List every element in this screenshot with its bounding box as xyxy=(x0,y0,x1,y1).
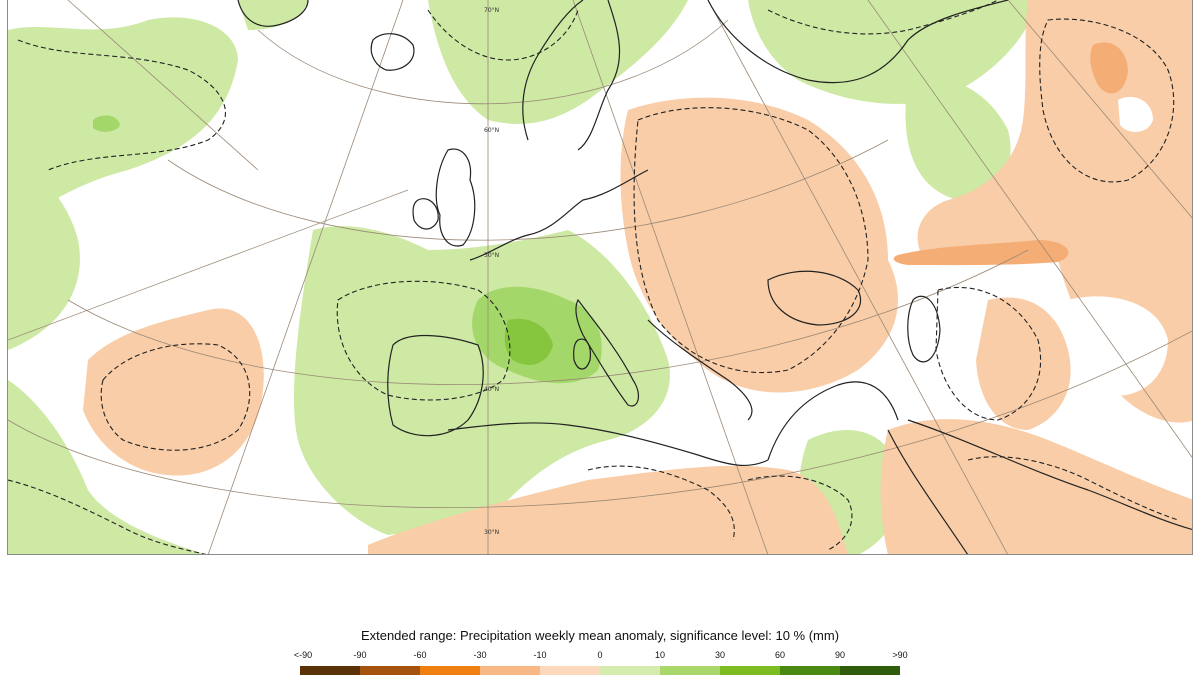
legend-tick: -60 xyxy=(413,650,427,660)
wet-region-greenland xyxy=(238,0,308,30)
dry-region-central-asia xyxy=(976,297,1071,430)
legend-tick: -10 xyxy=(533,650,547,660)
lat-label-50: 50°N xyxy=(484,252,499,259)
meridian xyxy=(867,0,1192,458)
anomaly-map: 70°N 60°N 50°N 40°N 30°N xyxy=(8,0,1192,554)
legend-tick: -30 xyxy=(473,650,487,660)
legend-tick: 60 xyxy=(774,650,786,660)
wet-region-italy-core xyxy=(504,318,553,365)
coastlines xyxy=(237,0,1192,554)
meridian xyxy=(707,0,1008,554)
coast-iceland xyxy=(370,33,415,71)
coast-europe-north xyxy=(469,169,649,261)
coast-iberia xyxy=(387,335,484,437)
legend-ticks: <-90 -90 -60 -30 -10 0 10 30 60 90 >90 xyxy=(0,650,1200,662)
coast-black-sea xyxy=(767,270,862,326)
legend-tick: >90 xyxy=(892,650,908,660)
lat-label-30: 30°N xyxy=(484,529,499,536)
coast-italy xyxy=(575,298,640,407)
wet-region-southwest xyxy=(8,380,205,554)
legend-title: Extended range: Precipitation weekly mea… xyxy=(360,628,840,643)
wet-strong-regions xyxy=(93,115,602,384)
legend-tick: 0 xyxy=(597,650,603,660)
legend-swatch xyxy=(720,666,780,675)
legend-color-bar xyxy=(300,666,900,675)
legend-swatch xyxy=(480,666,540,675)
legend: Extended range: Precipitation weekly mea… xyxy=(0,628,1200,675)
legend-swatch xyxy=(540,666,600,675)
coast-scandinavia xyxy=(522,0,621,151)
parallel xyxy=(167,139,889,241)
coast-caspian xyxy=(907,295,941,363)
coast-russia-north xyxy=(707,0,1009,84)
legend-tick: 30 xyxy=(714,650,726,660)
dry-region-middle-east xyxy=(880,419,1192,554)
dry-spot-siberia xyxy=(1090,42,1128,94)
coast-sardinia xyxy=(573,338,591,370)
wet-region-iberia-france xyxy=(293,226,670,535)
latitude-labels: 70°N 60°N 50°N 40°N 30°N xyxy=(484,7,499,536)
wet-region-labrador xyxy=(8,150,80,350)
meridian xyxy=(1007,0,1192,219)
wet-region-scandinavia xyxy=(428,0,688,124)
legend-swatch xyxy=(300,666,360,675)
wet-region-ural xyxy=(905,77,1011,200)
legend-tick: 10 xyxy=(654,650,666,660)
lat-label-60: 60°N xyxy=(484,127,499,134)
legend-swatch xyxy=(780,666,840,675)
dry-strong-regions xyxy=(893,42,1128,266)
coast-ireland xyxy=(412,198,439,230)
dry-region-east-europe xyxy=(620,97,898,393)
wet-region-north-russia xyxy=(748,0,1038,104)
coast-greenland xyxy=(237,0,309,27)
legend-swatch xyxy=(420,666,480,675)
significance-contours xyxy=(8,0,1179,554)
coast-red-sea xyxy=(887,429,969,554)
coast-britain xyxy=(435,148,476,247)
lat-label-40: 40°N xyxy=(484,386,499,393)
wet-region-north-atlantic xyxy=(8,17,238,230)
wet-region-iceland-spot xyxy=(93,115,120,132)
legend-tick: -90 xyxy=(353,650,367,660)
legend-tick: 90 xyxy=(834,650,846,660)
meridian xyxy=(67,0,259,171)
coast-africa-north xyxy=(447,422,769,466)
coast-arabia xyxy=(907,419,1192,531)
parallel xyxy=(67,249,1029,385)
coast-levant xyxy=(767,381,899,461)
legend-tick: <-90 xyxy=(293,650,313,660)
parallel xyxy=(8,330,1192,508)
dry-anomaly-regions xyxy=(83,0,1192,554)
meridian xyxy=(207,0,404,554)
lat-label-70: 70°N xyxy=(484,7,499,14)
dry-band-caspian xyxy=(893,240,1069,266)
coast-balkans xyxy=(647,319,753,421)
legend-swatch xyxy=(840,666,900,675)
legend-swatch xyxy=(360,666,420,675)
legend-swatch xyxy=(660,666,720,675)
meridian xyxy=(572,0,769,554)
meridian xyxy=(8,189,409,341)
map-panel: 70°N 60°N 50°N 40°N 30°N xyxy=(7,0,1193,555)
parallel xyxy=(257,19,729,105)
legend-swatch xyxy=(600,666,660,675)
dry-region-atlantic xyxy=(83,308,264,476)
graticule xyxy=(8,0,1192,554)
